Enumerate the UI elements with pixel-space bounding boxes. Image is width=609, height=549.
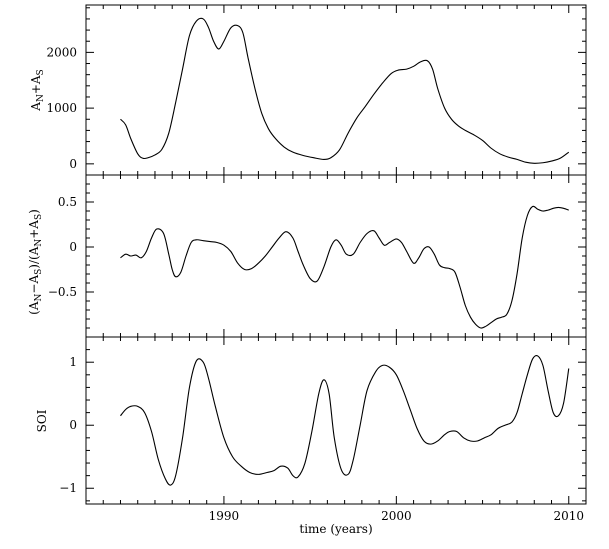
x-tick-label: 2000: [381, 509, 412, 523]
ylabel-mid-s2: S: [34, 269, 44, 275]
y-tick-label: −1: [59, 481, 77, 495]
ylabel-mid-mid: )/(A: [27, 246, 41, 268]
tick-labels: 0 1000 2000 −0.5 0 0.5 −1 0 1 1990 2000 2010: [46, 45, 584, 523]
y-tick-label: −0.5: [48, 285, 77, 299]
ylabel-top-a2: A: [29, 75, 43, 85]
ylabel-top-a1: A: [29, 102, 43, 112]
xlabel: time (years): [299, 522, 372, 536]
series-line-panel-3: [120, 354, 570, 486]
series-lines: [120, 17, 570, 486]
ylabel-top-s1: N: [36, 94, 46, 102]
ylabel-bottom: SOI: [35, 409, 49, 432]
ylabel-mid: (AN−AS)/(AN+AS): [27, 209, 44, 315]
y-tick-label: 0: [69, 418, 77, 432]
y-tick-label: 0.5: [58, 195, 77, 209]
x-tick-label: 2010: [553, 509, 584, 523]
ylabel-mid-open1: (A: [27, 301, 41, 315]
x-tick-label: 1990: [209, 509, 240, 523]
ylabel-mid-s4: S: [34, 214, 44, 220]
series-line-panel-1: [120, 17, 570, 164]
panel-mid-frame: [85, 174, 587, 338]
ylabel-top: AN+AS: [29, 69, 46, 111]
panel-bottom-frame: [85, 336, 587, 505]
ylabel-top-s2: S: [36, 69, 46, 75]
y-tick-label: 2000: [46, 45, 77, 59]
ylabel-mid-s1: N: [34, 293, 44, 301]
axis-ticks: [86, 5, 586, 504]
panel-top-frame: [85, 4, 587, 176]
y-tick-label: 0: [69, 240, 77, 254]
series-line-panel-2: [120, 205, 569, 329]
ylabel-top-plus: +: [29, 84, 43, 94]
ylabel-mid-s3: N: [34, 239, 44, 247]
ylabel-mid-plus: +A: [27, 220, 41, 239]
y-tick-label: 0: [69, 157, 77, 171]
y-tick-label: 1000: [46, 101, 77, 115]
y-tick-label: 1: [69, 355, 77, 369]
ylabel-mid-close: ): [27, 209, 41, 214]
ylabel-mid-minus: −A: [27, 275, 41, 294]
